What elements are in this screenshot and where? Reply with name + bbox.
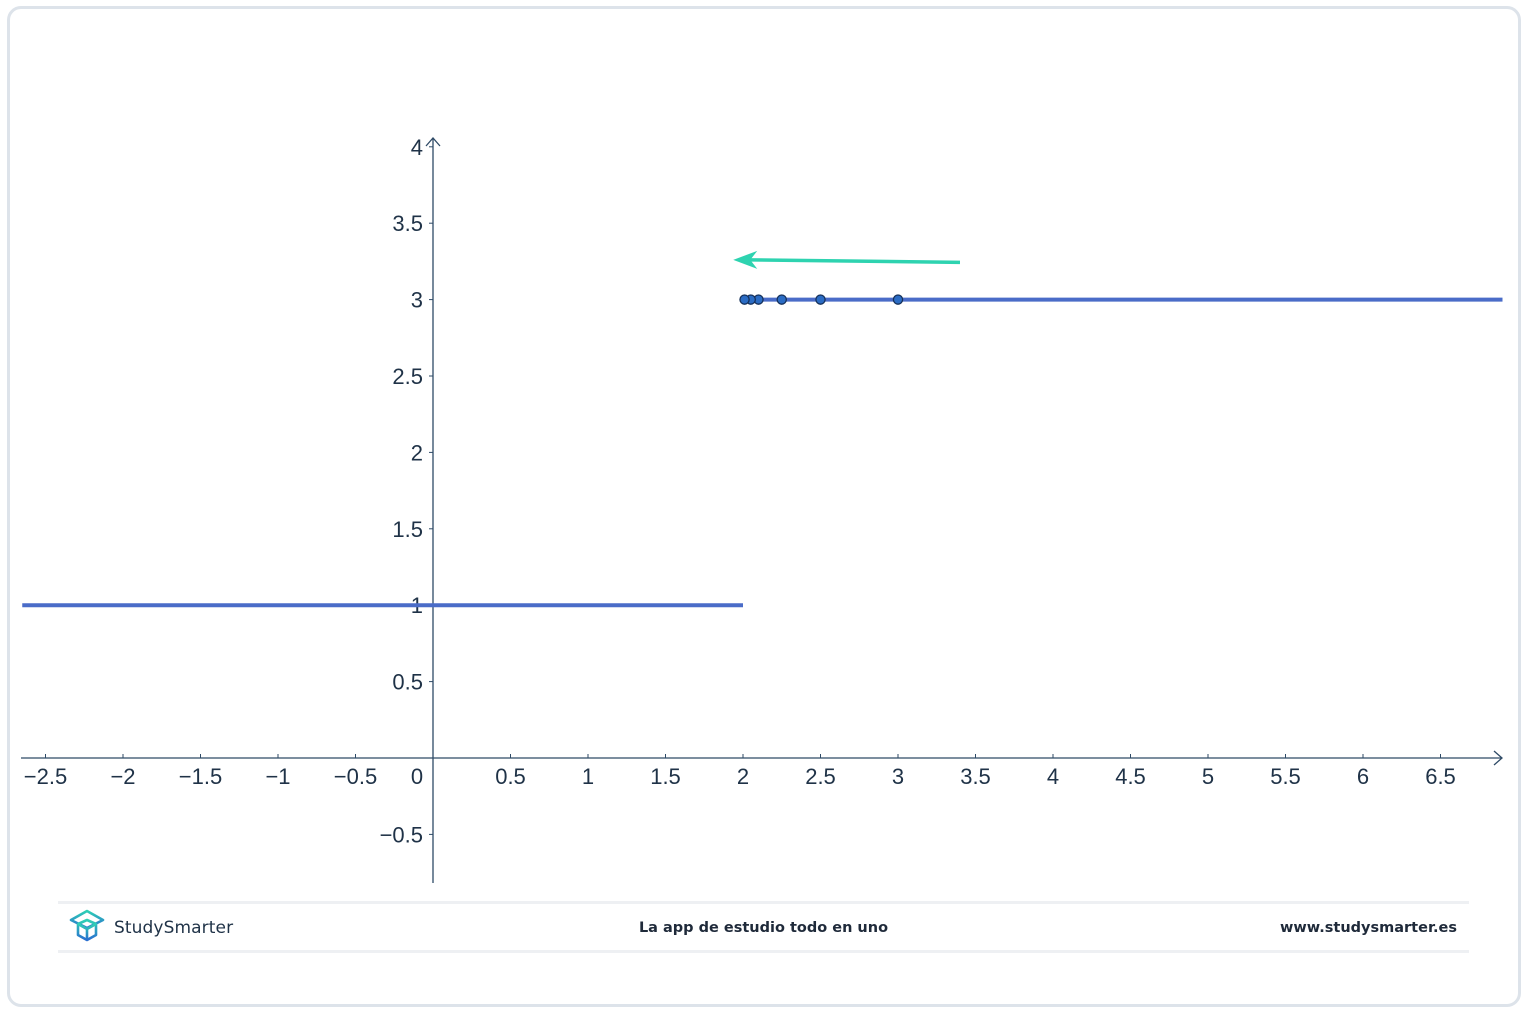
x-tick-label: 4 <box>1047 764 1059 789</box>
x-tick-label: 4.5 <box>1115 764 1146 789</box>
website-url: www.studysmarter.es <box>1280 920 1457 936</box>
footer-bottom-divider <box>58 950 1469 953</box>
tagline: La app de estudio todo en uno <box>638 920 889 936</box>
approach-arrow-shaft <box>749 258 961 265</box>
y-tick-label: 3.5 <box>392 211 423 236</box>
x-tick-label: 3.5 <box>960 764 991 789</box>
x-tick-label: −2 <box>110 764 135 789</box>
x-tick-label: −0.5 <box>334 764 377 789</box>
y-tick-label: 0.5 <box>392 670 423 695</box>
x-tick-label: 6.5 <box>1425 764 1456 789</box>
y-tick-label: 3 <box>411 288 423 313</box>
y-tick-label: 2.5 <box>392 364 423 389</box>
y-tick-label: 2 <box>411 440 423 465</box>
footer-top-divider <box>58 901 1469 904</box>
x-tick-label: 0.5 <box>495 764 526 789</box>
x-tick-label: 2.5 <box>805 764 836 789</box>
y-tick-label: 4 <box>411 135 423 160</box>
x-tick-label: −1 <box>265 764 290 789</box>
origin-label: 0 <box>411 764 423 789</box>
x-tick-label: −1.5 <box>179 764 222 789</box>
x-axis-arrow-icon <box>1493 750 1503 766</box>
brand-name: StudySmarter <box>114 918 234 938</box>
y-tick-label: 1.5 <box>392 517 423 542</box>
brand: StudySmarter <box>68 909 233 948</box>
x-tick-label: 6 <box>1357 764 1369 789</box>
x-tick-label: 5.5 <box>1270 764 1301 789</box>
footer: StudySmarter La app de estudio todo en u… <box>58 905 1469 951</box>
x-tick-label: 1.5 <box>650 764 681 789</box>
y-tick-label: −0.5 <box>380 822 423 847</box>
studysmarter-logo-icon <box>68 909 106 948</box>
data-point <box>815 294 826 305</box>
x-tick-label: 3 <box>892 764 904 789</box>
y-axis-arrow-icon <box>425 137 441 147</box>
x-tick-label: 2 <box>737 764 749 789</box>
data-point <box>739 294 750 305</box>
data-point <box>776 294 788 305</box>
data-point <box>892 294 904 305</box>
arrow-left-icon <box>733 250 758 269</box>
chart-card <box>7 6 1521 1007</box>
x-tick-label: 1 <box>582 764 594 789</box>
x-tick-label: 5 <box>1202 764 1214 789</box>
x-tick-label: −2.5 <box>24 764 67 789</box>
